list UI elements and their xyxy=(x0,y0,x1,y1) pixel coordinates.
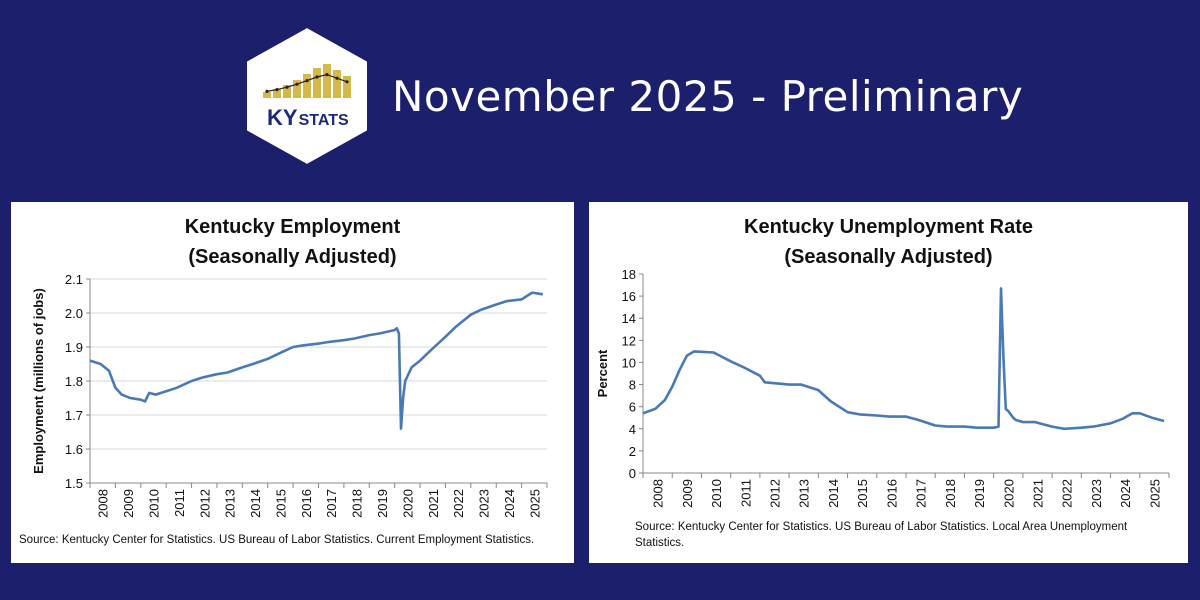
employment-chart: 1.5 1.6 1.7 1.8 1.9 2.0 2.1 2008 2009 2010 2011 201… xyxy=(31,272,548,518)
logo-bar xyxy=(313,68,321,98)
x-tick-label: 2017 xyxy=(914,479,929,508)
x-tick-label: 2016 xyxy=(299,489,314,518)
header: KYSTATS November 2025 - Preliminary xyxy=(0,0,1200,190)
employment-chart-title: Kentucky Employment (Seasonally Adjusted… xyxy=(184,216,401,268)
x-tick-label: 2024 xyxy=(502,489,517,518)
logo-bar xyxy=(273,89,281,98)
y-tick-label: 1.9 xyxy=(65,340,83,355)
y-tick-label: 18 xyxy=(622,267,636,282)
x-tick-label: 2009 xyxy=(121,489,136,518)
x-tick-label: 2020 xyxy=(400,489,415,518)
x-tick-label: 2010 xyxy=(709,479,724,508)
x-tick-label: 2018 xyxy=(943,479,958,508)
x-tick-label: 2010 xyxy=(146,489,161,518)
series-line xyxy=(642,287,1165,431)
x-tick-label: 2012 xyxy=(197,489,212,518)
y-tick-label: 4 xyxy=(629,422,636,437)
y-tick-label: 1.6 xyxy=(65,442,83,457)
x-tick-label: 2025 xyxy=(1147,479,1162,508)
employment-chart-panel: 1.5 1.6 1.7 1.8 1.9 2.0 2.1 2008 2009 2010 2011 201… xyxy=(11,202,574,563)
page-title: November 2025 - Preliminary xyxy=(392,72,1024,121)
x-tick-label: 2009 xyxy=(680,479,695,508)
x-tick-label: 2025 xyxy=(527,489,542,518)
x-tick-label: 2015 xyxy=(855,479,870,508)
logo-bar-chart-icon xyxy=(263,64,351,98)
x-tick-label: 2014 xyxy=(826,479,841,508)
y-tick-label: 12 xyxy=(622,333,636,348)
x-tick-label: 2023 xyxy=(477,489,492,518)
employment-source-note: Source: Kentucky Center for Statistics. … xyxy=(19,534,535,546)
unemployment-chart: 0 2 4 6 8 10 12 14 16 18 2008 2009 2010 2011 2012 2013 2… xyxy=(595,267,1170,508)
logo-text: KYSTATS xyxy=(267,105,349,130)
x-tick-label: 2024 xyxy=(1118,479,1133,508)
x-tick-label: 2013 xyxy=(797,479,812,508)
y-axis-label: Employment (millions of jobs) xyxy=(31,288,46,474)
logo-bar xyxy=(343,76,351,98)
x-tick-label: 2012 xyxy=(768,479,783,508)
x-tick-label: 2014 xyxy=(248,489,263,518)
unemployment-chart-panel: 0 2 4 6 8 10 12 14 16 18 2008 2009 2010 2011 2012 2013 2… xyxy=(589,202,1188,563)
y-axis-label: Percent xyxy=(595,349,610,397)
logo-bar xyxy=(303,74,311,98)
x-tick-label: 2019 xyxy=(972,479,987,508)
series-line xyxy=(89,291,544,430)
x-tick-label: 2017 xyxy=(324,489,339,518)
x-tick-label: 2019 xyxy=(375,489,390,518)
y-tick-label: 8 xyxy=(629,378,636,393)
y-tick-label: 1.8 xyxy=(65,374,83,389)
kystats-logo: KYSTATS xyxy=(245,25,369,167)
x-tick-label: 2015 xyxy=(273,489,288,518)
y-tick-label: 2.0 xyxy=(65,306,83,321)
logo-bar xyxy=(263,92,271,98)
x-tick-label: 2008 xyxy=(96,489,111,518)
logo-bar xyxy=(293,80,301,98)
unemployment-chart-title: Kentucky Unemployment Rate (Seasonally A… xyxy=(744,216,1033,268)
x-tick-label: 2011 xyxy=(738,479,753,507)
y-tick-label: 1.5 xyxy=(65,476,83,491)
unemployment-source-note: Source: Kentucky Center for Statistics. … xyxy=(635,521,1128,549)
x-tick-label: 2020 xyxy=(1001,479,1016,508)
y-tick-label: 10 xyxy=(622,355,636,370)
y-tick-label: 0 xyxy=(629,466,636,481)
x-tick-label: 2021 xyxy=(426,489,441,518)
x-tick-label: 2016 xyxy=(884,479,899,508)
x-tick-label: 2018 xyxy=(350,489,365,518)
logo-bar xyxy=(323,64,331,98)
logo-bar xyxy=(333,70,341,98)
x-tick-label: 2022 xyxy=(1060,479,1075,508)
y-tick-label: 14 xyxy=(622,311,636,326)
y-tick-label: 2.1 xyxy=(65,272,83,287)
x-tick-label: 2021 xyxy=(1031,479,1046,508)
y-tick-label: 1.7 xyxy=(65,408,83,423)
y-tick-label: 16 xyxy=(622,289,636,304)
x-tick-label: 2013 xyxy=(223,489,238,518)
x-tick-label: 2008 xyxy=(651,479,666,508)
x-tick-label: 2022 xyxy=(451,489,466,518)
y-tick-label: 2 xyxy=(629,444,636,459)
y-tick-label: 6 xyxy=(629,400,636,415)
x-tick-label: 2023 xyxy=(1089,479,1104,508)
x-tick-label: 2011 xyxy=(172,489,187,517)
logo-bar xyxy=(283,85,291,98)
